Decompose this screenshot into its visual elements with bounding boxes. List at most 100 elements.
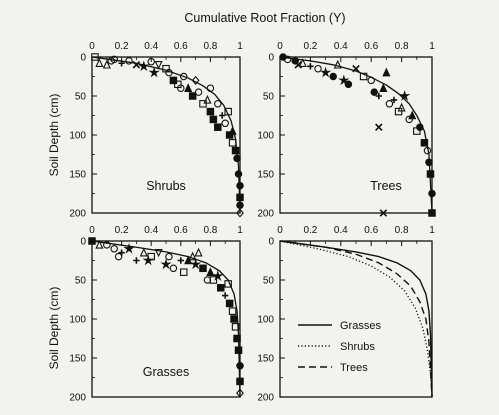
data-point bbox=[148, 66, 160, 78]
data-point bbox=[379, 209, 388, 217]
panel-label: Grasses bbox=[143, 365, 190, 379]
data-point bbox=[236, 208, 244, 218]
data-point bbox=[224, 107, 232, 116]
data-point bbox=[88, 237, 96, 245]
data-point bbox=[329, 72, 337, 81]
legend-label-trees: Trees bbox=[340, 362, 368, 374]
data-point bbox=[199, 264, 207, 273]
figure-title: Cumulative Root Fraction (Y) bbox=[184, 11, 345, 25]
data-point bbox=[125, 57, 133, 65]
data-point bbox=[222, 292, 229, 299]
data-point bbox=[236, 388, 244, 398]
data-point bbox=[221, 119, 229, 128]
y-tick-label: 100 bbox=[69, 315, 86, 326]
data-point bbox=[382, 67, 391, 77]
x-tick-label: 0.6 bbox=[174, 225, 188, 236]
panel-label: Shrubs bbox=[146, 179, 186, 193]
x-tick-label: 0.8 bbox=[203, 225, 217, 236]
data-point bbox=[154, 61, 163, 70]
data-point bbox=[231, 323, 240, 331]
data-point bbox=[236, 377, 244, 386]
data-point bbox=[228, 307, 237, 315]
data-point bbox=[219, 112, 226, 119]
x-tick-label: 0.4 bbox=[334, 225, 348, 236]
y-tick-label: 50 bbox=[263, 276, 275, 287]
x-tick-label: 0.2 bbox=[303, 41, 317, 52]
data-point bbox=[194, 88, 203, 96]
data-point bbox=[95, 239, 104, 249]
x-tick-label: 0.2 bbox=[115, 225, 129, 236]
data-point bbox=[110, 55, 118, 64]
x-tick-label: 0.4 bbox=[334, 41, 348, 52]
x-tick-label: 1 bbox=[237, 41, 243, 52]
series-line-shrubs bbox=[279, 240, 433, 398]
data-point bbox=[420, 139, 429, 147]
data-point bbox=[165, 68, 173, 77]
data-point bbox=[165, 252, 173, 261]
data-point bbox=[177, 257, 184, 264]
data-point bbox=[233, 154, 241, 163]
x-tick-label: 0.2 bbox=[115, 41, 129, 52]
data-point bbox=[225, 299, 234, 308]
data-point bbox=[184, 83, 193, 92]
data-point bbox=[423, 146, 432, 155]
x-tick-label: 1 bbox=[429, 225, 435, 236]
x-tick-label: 0.2 bbox=[303, 225, 317, 236]
data-point bbox=[352, 64, 360, 73]
y-tick-label: 0 bbox=[268, 53, 274, 64]
x-tick-label: 0.6 bbox=[364, 41, 378, 52]
y-tick-label: 100 bbox=[257, 315, 274, 326]
data-point bbox=[169, 76, 178, 85]
y-tick-label: 150 bbox=[69, 354, 86, 365]
data-point bbox=[344, 80, 353, 89]
data-point bbox=[118, 60, 125, 67]
data-point bbox=[188, 251, 197, 261]
y-tick-label: 200 bbox=[257, 393, 274, 404]
y-tick-label: 200 bbox=[69, 209, 86, 220]
data-point bbox=[425, 158, 433, 167]
data-point bbox=[314, 64, 322, 73]
y-tick-label: 100 bbox=[257, 131, 274, 142]
y-tick-label: 200 bbox=[69, 393, 86, 404]
y-axis-label-bottom: Soil Depth (cm) bbox=[47, 287, 61, 370]
data-point bbox=[228, 139, 237, 147]
panel-model-curves: 0 0.2 0.4 0.6 0.8 1 0 50 100 150 200 Grasses Shrubs T… bbox=[257, 225, 435, 404]
panel-label: Trees bbox=[370, 179, 402, 193]
fit-curve bbox=[279, 56, 433, 214]
panel-label-backdrop bbox=[144, 178, 188, 194]
data-point bbox=[206, 267, 215, 276]
x-tick-label: 1 bbox=[237, 225, 243, 236]
data-point bbox=[160, 258, 172, 270]
data-point bbox=[426, 170, 435, 178]
data-point bbox=[147, 57, 155, 66]
data-point bbox=[394, 107, 403, 116]
data-point bbox=[212, 270, 224, 281]
data-point bbox=[147, 252, 155, 261]
data-point bbox=[110, 245, 118, 253]
data-point bbox=[206, 107, 215, 116]
data-point bbox=[188, 92, 197, 100]
data-point bbox=[217, 284, 225, 292]
data-point bbox=[95, 58, 104, 67]
y-axis-label-top: Soil Depth (cm) bbox=[47, 94, 61, 177]
y-tick-label: 100 bbox=[69, 131, 86, 142]
data-point bbox=[214, 100, 222, 108]
data-point bbox=[370, 88, 378, 96]
data-point bbox=[236, 181, 244, 190]
data-point bbox=[307, 63, 314, 70]
data-point bbox=[177, 84, 185, 92]
data-point bbox=[209, 276, 218, 284]
series-line-grasses bbox=[279, 240, 433, 398]
data-point bbox=[230, 315, 238, 323]
data-point bbox=[233, 334, 241, 343]
data-point bbox=[203, 94, 212, 104]
data-point bbox=[189, 258, 202, 270]
y-tick-label: 150 bbox=[257, 354, 274, 365]
data-point bbox=[359, 72, 368, 81]
data-point bbox=[194, 247, 203, 257]
data-point bbox=[103, 241, 111, 249]
y-tick-label: 0 bbox=[268, 237, 274, 248]
panel-label-backdrop bbox=[140, 364, 192, 380]
